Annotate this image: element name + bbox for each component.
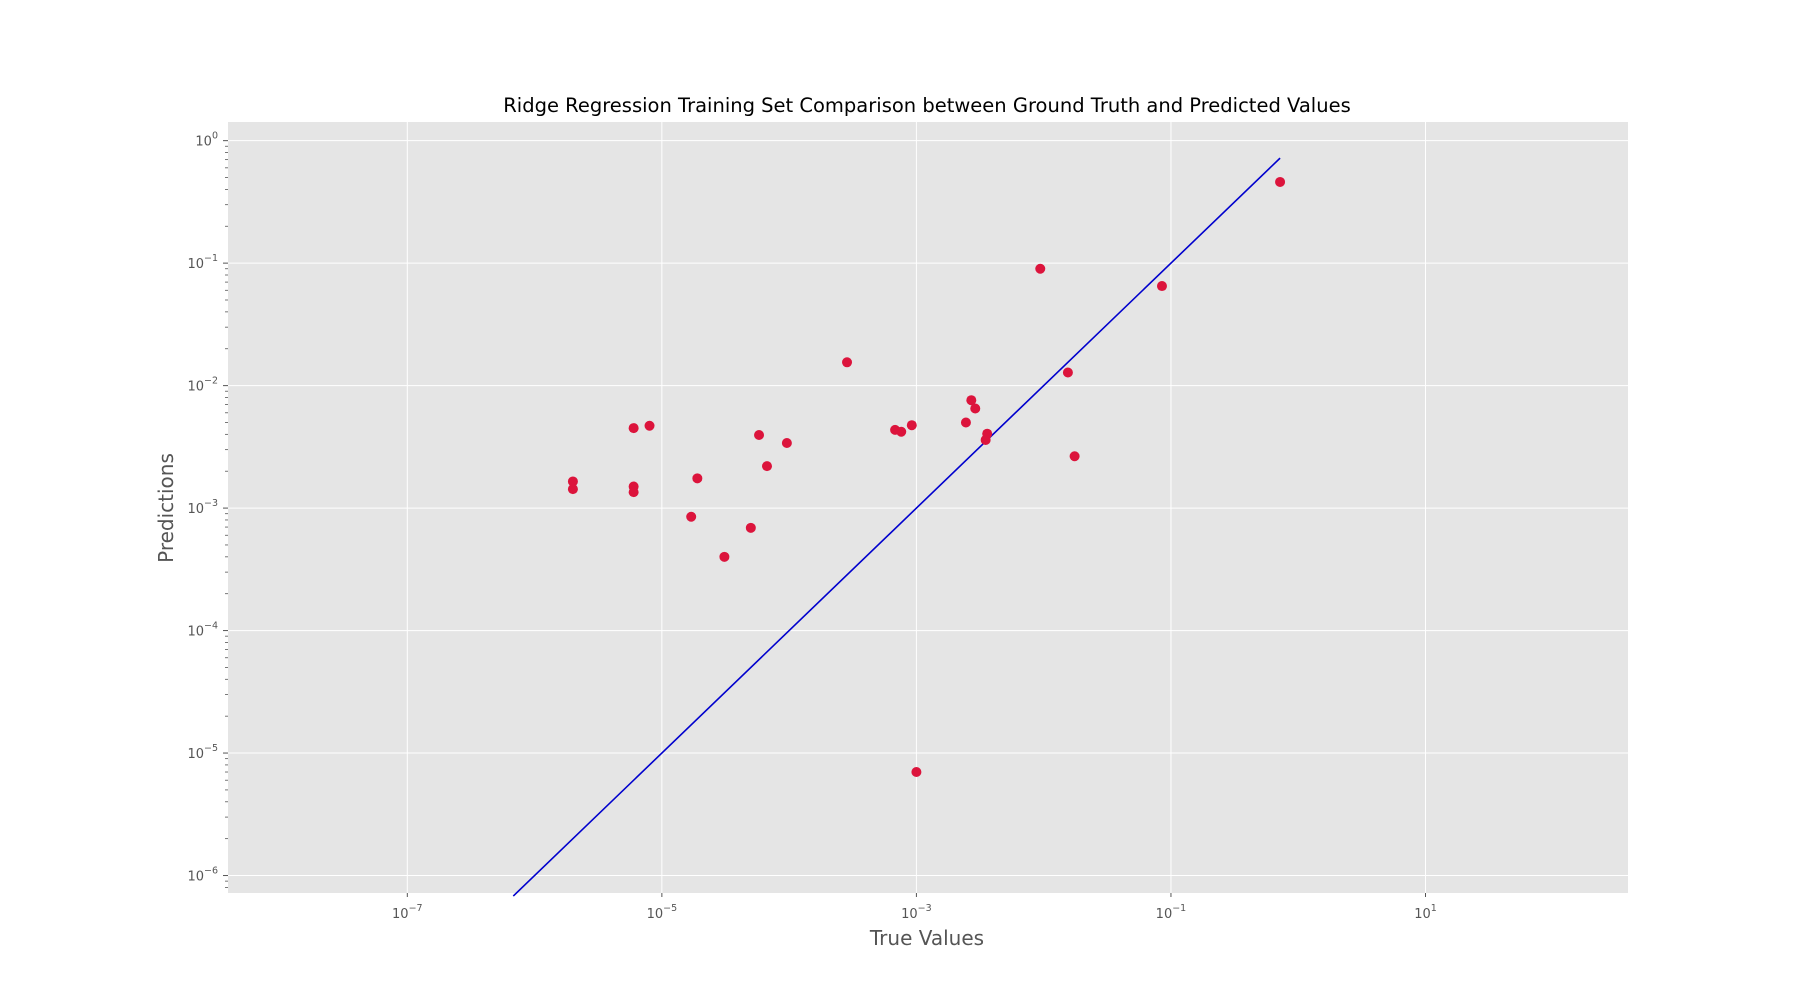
- data-point: [567, 476, 578, 487]
- grid-lines: [228, 122, 1628, 893]
- data-point: [980, 434, 991, 445]
- data-point: [1275, 176, 1286, 187]
- data-points: [567, 176, 1286, 778]
- data-point: [970, 403, 981, 414]
- y-tick-label: 10−2: [187, 376, 218, 395]
- x-tick-label: 10−7: [392, 903, 423, 922]
- x-axis-label: True Values: [869, 926, 984, 950]
- reference-line: [512, 157, 1281, 897]
- data-point: [754, 430, 765, 441]
- data-point: [1156, 281, 1167, 292]
- data-point: [644, 420, 655, 431]
- data-point: [686, 511, 697, 522]
- data-point: [960, 417, 971, 428]
- data-point: [567, 484, 578, 495]
- x-tick-label: 10−3: [901, 903, 932, 922]
- x-tick-label: 10−5: [647, 903, 678, 922]
- data-point: [692, 473, 703, 484]
- data-point: [842, 357, 853, 368]
- data-point: [906, 420, 917, 431]
- y-tick-label: 100: [195, 131, 218, 150]
- data-point: [745, 522, 756, 533]
- data-point: [628, 423, 639, 434]
- data-point: [896, 426, 907, 437]
- y-axis-label: Predictions: [154, 453, 178, 563]
- x-tick-label: 101: [1414, 903, 1437, 922]
- y-tick-label: 10−5: [187, 743, 218, 762]
- data-point: [1069, 451, 1080, 462]
- data-point: [762, 461, 773, 472]
- data-point: [966, 395, 977, 406]
- reference-line-layer: [512, 157, 1281, 897]
- data-point: [1062, 367, 1073, 378]
- data-point: [628, 487, 639, 498]
- y-tick-label: 10−4: [187, 621, 218, 640]
- data-point: [911, 767, 922, 778]
- plot-area: [228, 122, 1628, 893]
- data-point: [719, 551, 730, 562]
- chart-title: Ridge Regression Training Set Comparison…: [503, 94, 1351, 117]
- y-tick-label: 10−1: [187, 253, 218, 272]
- y-tick-label: 10−6: [187, 866, 218, 885]
- data-point: [781, 437, 792, 448]
- y-tick-label: 10−3: [187, 498, 218, 517]
- x-tick-label: 10−1: [1156, 903, 1187, 922]
- axis-ticks: 10−7 10−5 10−3 10−1 101 10−6 10−5 10−4 10−3 10−2 1…: [187, 131, 1436, 922]
- data-point: [1035, 263, 1046, 274]
